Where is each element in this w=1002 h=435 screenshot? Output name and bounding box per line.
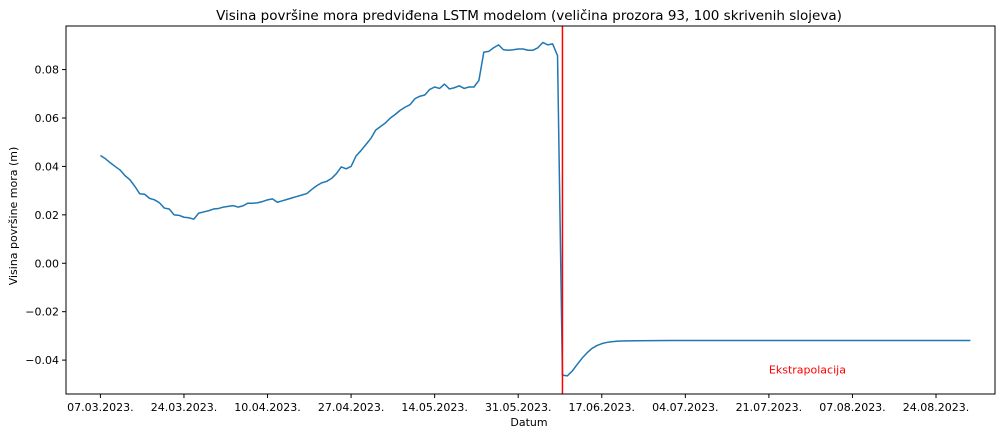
x-tick-label: 24.03.2023. xyxy=(151,401,217,414)
x-axis-ticks: 07.03.2023. 24.03.2023. 10.04.2023. 27.04.2… xyxy=(67,394,969,414)
x-tick-label: 31.05.2023. xyxy=(485,401,551,414)
plot-frame xyxy=(65,25,996,395)
x-tick-label: 07.08.2023. xyxy=(819,401,885,414)
y-tick-label: 0.08 xyxy=(35,64,60,77)
y-axis-ticks: −0.04 −0.02 0.00 0.02 0.04 0.06 0.08 xyxy=(25,64,66,367)
y-tick-label: −0.04 xyxy=(25,354,59,367)
x-tick-label: 24.08.2023. xyxy=(903,401,969,414)
extrapolation-label: Ekstrapolacija xyxy=(769,363,846,376)
chart-title: Visina površine mora predviđena LSTM mod… xyxy=(216,8,842,24)
series-line xyxy=(100,41,971,377)
plot-content: Ekstrapolacija xyxy=(100,26,971,394)
y-tick-label: 0.06 xyxy=(35,112,60,125)
x-tick-label: 27.04.2023. xyxy=(318,401,384,414)
x-tick-label: 04.07.2023. xyxy=(652,401,718,414)
x-axis-label: Datum xyxy=(510,416,547,429)
x-tick-label: 07.03.2023. xyxy=(67,401,133,414)
x-tick-label: 21.07.2023. xyxy=(736,401,802,414)
y-axis-label: Visina površine mora (m) xyxy=(7,147,20,286)
y-tick-label: −0.02 xyxy=(25,306,59,319)
y-tick-label: 0.00 xyxy=(35,257,60,270)
y-tick-label: 0.04 xyxy=(35,160,60,173)
x-tick-label: 10.04.2023. xyxy=(234,401,300,414)
x-tick-label: 17.06.2023. xyxy=(569,401,635,414)
x-tick-label: 14.05.2023. xyxy=(401,401,467,414)
y-tick-label: 0.02 xyxy=(35,209,60,222)
